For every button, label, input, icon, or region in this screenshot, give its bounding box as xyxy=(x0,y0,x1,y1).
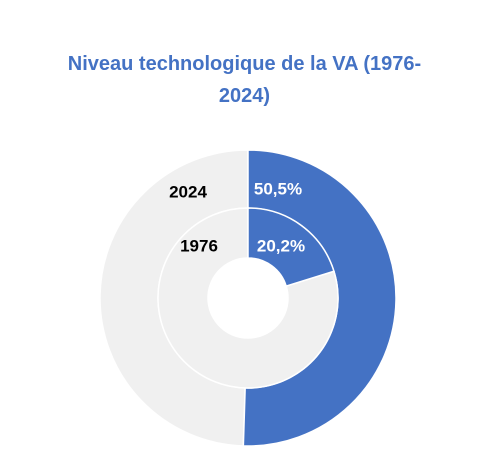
inner-ring-1976 xyxy=(157,207,339,389)
chart-labels: 50,5% 2024 20,2% 1976 xyxy=(169,179,305,255)
ring-label-2024: 2024 xyxy=(169,182,207,201)
data-label-1976: 20,2% xyxy=(257,236,305,255)
chart-title-line-1: Niveau technologique de la VA (1976- xyxy=(67,53,422,75)
chart-title: Niveau technologique de la VA (1976- 202… xyxy=(0,48,489,112)
chart-title-line-2: 2024) xyxy=(218,85,271,107)
data-label-2024: 50,5% xyxy=(254,179,302,198)
ring-label-1976: 1976 xyxy=(180,236,218,255)
donut-center-hole xyxy=(208,258,288,338)
